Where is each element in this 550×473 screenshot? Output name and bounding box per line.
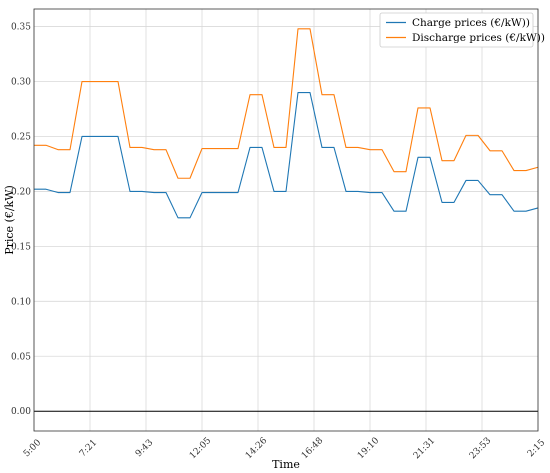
x-tick-label: 5:00	[22, 438, 44, 460]
y-axis-label: Price (€/kW)	[3, 185, 16, 255]
x-tick-label: 19:10	[356, 436, 382, 462]
x-tick-label: 16:48	[300, 436, 326, 462]
x-axis-label: Time	[272, 458, 300, 471]
x-tick-label: 12:05	[188, 436, 214, 462]
plot-background	[34, 9, 538, 431]
y-tick-label: 0.20	[11, 187, 31, 197]
x-tick-label: 21:31	[412, 436, 437, 461]
x-tick-label: 2:15	[526, 438, 548, 460]
y-tick-labels: 0.00 0.05 0.10 0.15 0.20 0.25 0.30 0.35	[11, 23, 31, 418]
y-tick-label: 0.35	[11, 23, 31, 33]
series-line-discharge	[34, 28, 539, 179]
x-tick-label: 23:53	[468, 436, 494, 462]
y-tick-label: 0.25	[11, 132, 31, 142]
y-tick-label: 0.15	[11, 242, 31, 252]
y-tick-label: 0.05	[11, 352, 31, 362]
series-lines	[34, 28, 539, 219]
x-tick-label: 9:43	[134, 438, 156, 460]
legend-label-discharge: Discharge prices (€/kW))	[412, 32, 545, 44]
y-tick-label: 0.10	[11, 297, 31, 307]
legend: Charge prices (€/kW)) Discharge prices (…	[379, 12, 545, 48]
legend-label-charge: Charge prices (€/kW))	[412, 17, 530, 29]
y-tick-label: 0.30	[11, 78, 31, 88]
series-line-charge	[34, 91, 539, 219]
x-tick-label: 7:21	[78, 438, 99, 459]
legend-box	[379, 12, 534, 48]
y-tick-label: 0.00	[11, 407, 31, 417]
plot-frame	[33, 8, 539, 432]
x-tick-label: 14:26	[244, 436, 270, 462]
